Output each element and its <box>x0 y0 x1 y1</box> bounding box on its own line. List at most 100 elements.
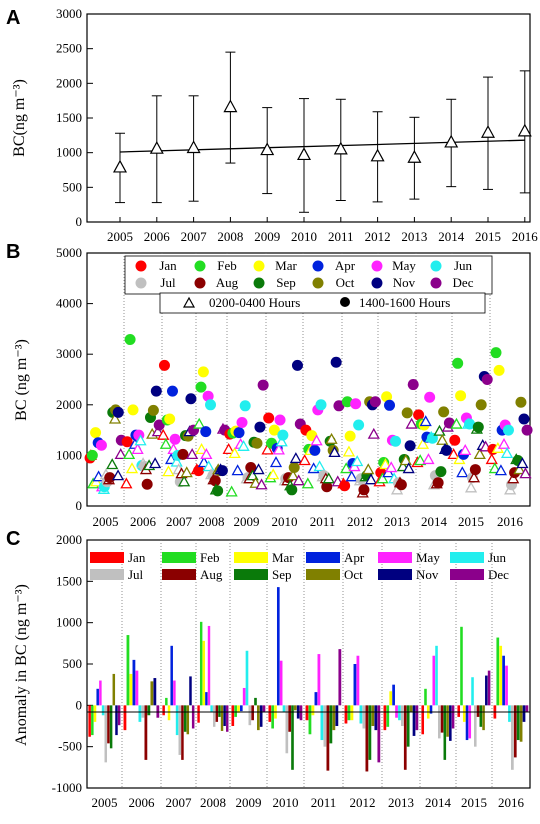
panel-b-day-point <box>452 357 464 369</box>
panel-b-night-point <box>405 417 418 429</box>
panel-b-night-point <box>310 434 323 446</box>
panel-c-ytick-label: 1500 <box>56 573 82 588</box>
panel-c-anomaly-bar <box>288 705 291 732</box>
panel-c-anomaly-bar <box>165 697 168 706</box>
panel-b-legend-swatch-apr <box>312 260 324 272</box>
panel-c-anomaly-bar <box>317 654 321 706</box>
panel-b-day-point <box>104 472 116 484</box>
panel-c-anomaly-bar <box>374 705 378 731</box>
panel-b-day-point <box>254 421 266 433</box>
panel-c-anomaly-bar <box>525 705 529 712</box>
panel-c-anomaly-bar <box>487 670 491 706</box>
panel-b-night-point <box>500 447 514 459</box>
panel-c-legend-label-aug: Aug <box>200 567 223 582</box>
panel-c-legend-swatch-jun <box>450 552 484 563</box>
panel-b-night-point <box>513 463 526 475</box>
panel-c-anomaly-bar <box>117 705 121 726</box>
panel-c-xtick-label: 2015 <box>461 795 487 810</box>
panel-c-legend-label-sep: Sep <box>272 567 292 582</box>
panel-b-legend-label-oct: Oct <box>336 275 355 290</box>
panel-a-ytick-label: 3000 <box>56 6 82 21</box>
panel-c-anomaly-bar <box>231 705 235 726</box>
panel-b-day-point <box>401 407 413 419</box>
panel-c-ytick-label: 1000 <box>56 615 82 630</box>
panel-c-anomaly-bar <box>268 705 272 722</box>
panel-b-legend-swatch-mar <box>253 260 265 272</box>
panel-b-night-point <box>325 432 338 444</box>
panel-c-anomaly-bar <box>508 705 511 722</box>
panel-a-xticks: 2005 2006 2007 2008 2009 2010 2011 2012 2013 2014… <box>107 217 538 244</box>
panel-a-xtick-label: 2005 <box>107 229 133 244</box>
panel-c-anomaly-bar <box>462 705 466 722</box>
panel-c-anomaly-bar <box>365 705 369 772</box>
panel-b-day-point <box>263 412 275 424</box>
panel-c-anomaly-bar <box>259 705 263 727</box>
panel-b-night-point <box>362 463 375 475</box>
panel-b-xtick-label: 2016 <box>497 514 524 529</box>
panel-c-anomaly-bar <box>99 680 102 706</box>
panel-b-xtick-label: 2008 <box>199 514 225 529</box>
panel-b-day-point <box>330 356 342 368</box>
panel-c-legend-label-jan: Jan <box>128 550 146 565</box>
panel-c-anomaly-bar <box>401 705 404 726</box>
panel-b-xtick-label: 2013 <box>384 514 410 529</box>
panel-b-night-point <box>464 481 478 493</box>
panel-b-day-point <box>90 427 102 439</box>
panel-b-ytick-label: 3000 <box>56 346 82 361</box>
panel-c-anomaly-bar <box>347 705 351 721</box>
panel-a-xtick-label: 2016 <box>512 229 539 244</box>
panel-b-legend-label-jan: Jan <box>159 258 177 273</box>
panel-c-anomaly-bar <box>109 705 113 749</box>
panel-b-night-point <box>292 474 305 486</box>
panel-b-day-point <box>158 359 170 371</box>
panel-a-ytick-label: 2500 <box>56 41 82 56</box>
open-triangle-marker <box>182 296 196 308</box>
panel-c-legend-label-may: May <box>416 550 440 565</box>
panel-b-day-point <box>518 413 530 425</box>
panel-c-legend-swatch-sep <box>234 569 268 580</box>
panel-a-mean-point <box>186 140 201 154</box>
panel-b-day-point <box>164 413 176 425</box>
panel-b-day-point <box>169 433 181 445</box>
panel-b-day-point <box>291 359 303 371</box>
panel-c-anomaly-bar <box>234 705 237 717</box>
panel-c-legend-label-oct: Oct <box>344 567 363 582</box>
panel-c-anomaly-bar <box>468 705 472 739</box>
panel-c-anomaly-bar <box>386 705 390 727</box>
panel-c-anomaly-bar <box>210 705 213 712</box>
panel-b-night-point <box>106 458 119 470</box>
panel-b-marks <box>84 334 533 498</box>
panel-b-legend-label-mar: Mar <box>275 258 297 273</box>
panel-c-legend-swatch-aug <box>162 569 196 580</box>
panel-a-mean-point <box>223 99 238 113</box>
panel-c-anomaly-bar <box>282 705 286 712</box>
panel-b-day-point <box>268 424 280 436</box>
panel-b-night-point <box>497 437 511 449</box>
panel-c-anomaly-bar <box>389 691 393 706</box>
panel-b-night-point <box>180 466 193 478</box>
panel-b-night-point <box>340 462 353 474</box>
panel-c-anomaly-bar <box>440 705 444 733</box>
panel-c-anomaly-bar <box>392 684 395 706</box>
panel-b-ytick-label: 5000 <box>56 245 82 260</box>
panel-b-night-point <box>186 448 199 460</box>
panel-b-day-point <box>200 426 212 438</box>
panel-b-day-point <box>438 406 450 418</box>
panel-c-anomaly-bar <box>403 705 407 770</box>
panel-a-mean-point <box>480 125 496 138</box>
panel-a-mean-point <box>260 142 275 156</box>
panel-c-anomaly-bar <box>132 659 136 706</box>
panel-b-day-point <box>464 418 476 430</box>
panel-b-day-point <box>153 419 165 431</box>
panel-c-anomaly-bar <box>308 705 312 735</box>
panel-b-xtick-label: 2015 <box>458 514 484 529</box>
panel-c-anomaly-bar <box>519 705 523 742</box>
panel-b-day-point <box>86 449 98 461</box>
panel-b-xtick-label: 2012 <box>347 514 373 529</box>
panel-b-day-point <box>286 484 298 496</box>
panel-a-xtick-label: 2007 <box>181 229 208 244</box>
panel-a-xtick-label: 2006 <box>144 229 171 244</box>
panel-b-night-point <box>450 417 463 429</box>
panel-c-anomaly-bar <box>368 705 372 760</box>
panel-c-anomaly-bar <box>511 705 514 770</box>
